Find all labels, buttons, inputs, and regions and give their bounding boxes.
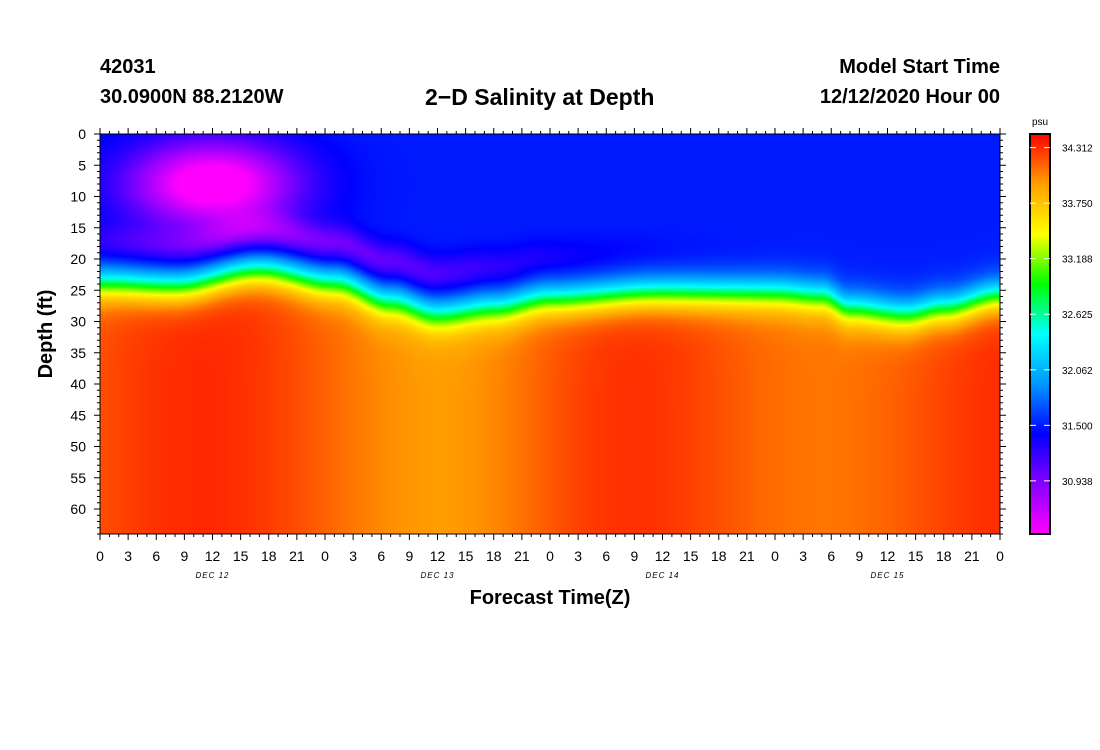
x-tick-label: 12 bbox=[430, 548, 446, 564]
y-tick-label: 5 bbox=[78, 157, 86, 173]
x-tick-label: 3 bbox=[799, 548, 807, 564]
x-tick-label: 18 bbox=[711, 548, 727, 564]
colorbar-tick-label: 32.062 bbox=[1062, 366, 1093, 377]
x-tick-label: 0 bbox=[546, 548, 554, 564]
y-tick-label: 55 bbox=[70, 470, 86, 486]
x-tick-label: 0 bbox=[321, 548, 329, 564]
x-tick-label: 0 bbox=[771, 548, 779, 564]
x-tick-label: 6 bbox=[602, 548, 610, 564]
colorbar-tick-label: 30.938 bbox=[1062, 477, 1093, 488]
y-tick-label: 15 bbox=[70, 220, 86, 236]
x-tick-label: 12 bbox=[880, 548, 896, 564]
x-tick-label: 6 bbox=[152, 548, 160, 564]
x-tick-label: 0 bbox=[996, 548, 1004, 564]
x-tick-label: 15 bbox=[683, 548, 699, 564]
x-tick-label: 12 bbox=[205, 548, 221, 564]
x-tick-label: 9 bbox=[405, 548, 413, 564]
colorbar-tick-label: 33.750 bbox=[1062, 199, 1093, 210]
colorbar: psu 34.312 33.750 33.188 32.625 32.062 31.500… bbox=[1029, 117, 1093, 535]
day-label: DEC 15 bbox=[870, 571, 904, 580]
x-tick-label: 9 bbox=[180, 548, 188, 564]
model-start-label: Model Start Time bbox=[839, 56, 1000, 78]
y-tick-label: 30 bbox=[70, 314, 86, 330]
chart-title: 2−D Salinity at Depth bbox=[425, 84, 655, 110]
x-tick-label: 18 bbox=[936, 548, 952, 564]
model-start-time: 12/12/2020 Hour 00 bbox=[819, 86, 1000, 108]
x-tick-label: 9 bbox=[855, 548, 863, 564]
y-axis-title: Depth (ft) bbox=[35, 290, 57, 379]
x-tick-label: 0 bbox=[96, 548, 104, 564]
colorbar-tick-label: 32.625 bbox=[1062, 310, 1093, 321]
x-tick-label: 3 bbox=[349, 548, 357, 564]
x-tick-label: 18 bbox=[486, 548, 502, 564]
y-tick-label: 45 bbox=[70, 407, 86, 423]
x-tick-label: 12 bbox=[655, 548, 671, 564]
salinity-heatmap bbox=[100, 134, 1000, 534]
x-tick-label: 21 bbox=[514, 548, 530, 564]
station-id: 42031 bbox=[100, 56, 156, 78]
x-axis-title: Forecast Time(Z) bbox=[470, 587, 631, 609]
y-tick-label: 40 bbox=[70, 376, 86, 392]
x-tick-label: 21 bbox=[964, 548, 980, 564]
station-coordinates: 30.0900N 88.2120W bbox=[100, 86, 284, 108]
x-tick-label: 21 bbox=[739, 548, 755, 564]
x-tick-label: 21 bbox=[289, 548, 305, 564]
y-tick-label: 60 bbox=[70, 501, 86, 517]
x-tick-label: 6 bbox=[827, 548, 835, 564]
x-axis: 0 3 6 9 12 15 18 21 0 3 6 9 12 15 18 21 0 3 6 9 12 15 18 21 0 3 6 9… bbox=[96, 128, 1004, 564]
x-tick-label: 6 bbox=[377, 548, 385, 564]
y-axis: 0 5 10 15 20 25 30 35 40 45 50 55 60 bbox=[70, 126, 1006, 535]
colorbar-unit: psu bbox=[1032, 117, 1048, 128]
y-tick-label: 20 bbox=[70, 251, 86, 267]
colorbar-tick-label: 33.188 bbox=[1062, 255, 1093, 266]
x-tick-label: 15 bbox=[908, 548, 924, 564]
x-tick-label: 15 bbox=[233, 548, 249, 564]
day-label: DEC 12 bbox=[195, 571, 229, 580]
y-tick-label: 10 bbox=[70, 189, 86, 205]
y-tick-label: 35 bbox=[70, 345, 86, 361]
day-labels: DEC 12 DEC 13 DEC 14 DEC 15 bbox=[195, 571, 904, 580]
y-tick-label: 0 bbox=[78, 126, 86, 142]
colorbar-gradient bbox=[1029, 133, 1051, 535]
x-tick-label: 18 bbox=[261, 548, 277, 564]
colorbar-tick-label: 31.500 bbox=[1062, 421, 1093, 432]
day-label: DEC 13 bbox=[420, 571, 454, 580]
day-label: DEC 14 bbox=[645, 571, 679, 580]
x-tick-label: 15 bbox=[458, 548, 474, 564]
x-tick-label: 9 bbox=[630, 548, 638, 564]
x-tick-label: 3 bbox=[124, 548, 132, 564]
y-tick-label: 25 bbox=[70, 282, 86, 298]
x-tick-label: 3 bbox=[574, 548, 582, 564]
y-tick-label: 50 bbox=[70, 439, 86, 455]
colorbar-tick-label: 34.312 bbox=[1062, 144, 1093, 155]
